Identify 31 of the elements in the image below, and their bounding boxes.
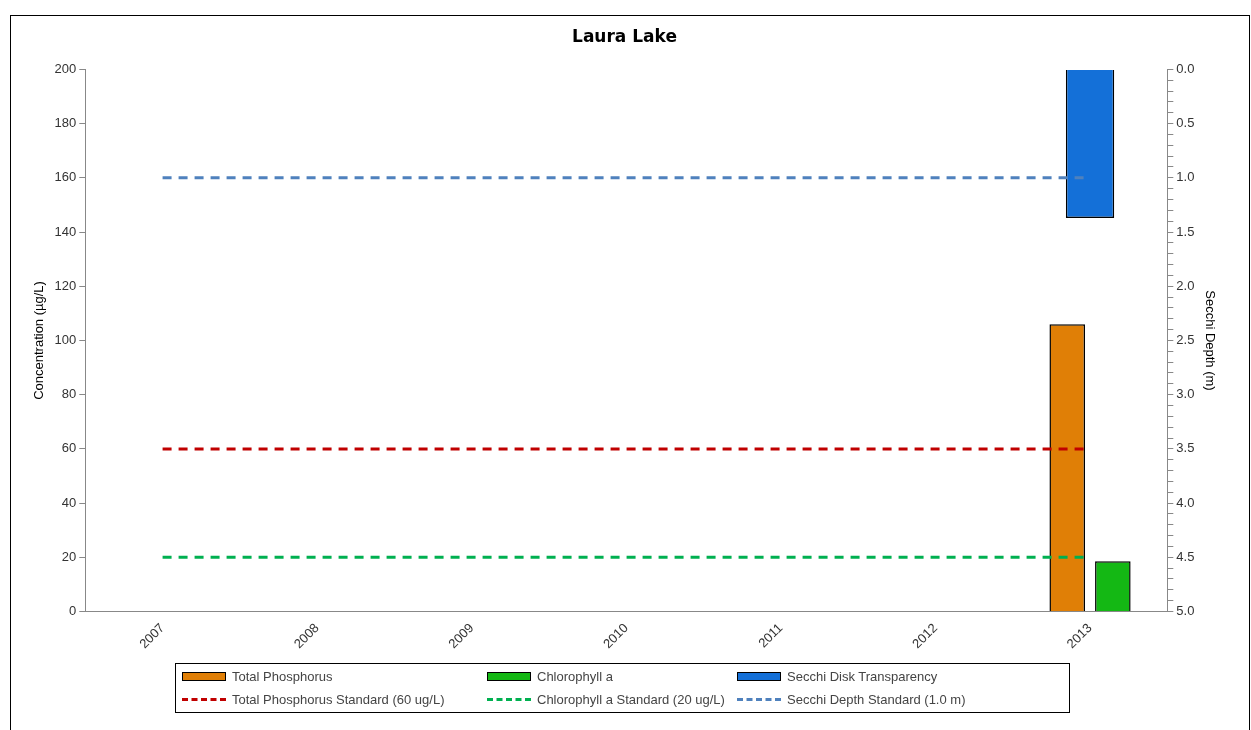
y-tick-label: 20 [61,548,77,564]
y2-tick-label: 1.5 [1176,223,1195,239]
legend-label: Chlorophyll a Standard (20 ug/L) [537,692,725,707]
y2-tick-label: 5.0 [1176,603,1195,619]
y-tick-label: 180 [54,115,77,131]
y2-axis-title: Secchi Depth (m) [1202,290,1218,391]
legend-label: Total Phosphorus Standard (60 ug/L) [232,692,445,707]
y2-tick-label: 2.5 [1176,332,1195,348]
legend-label: Secchi Depth Standard (1.0 m) [787,692,966,707]
legend-label: Total Phosphorus [232,669,333,684]
y-tick-label: 160 [54,169,77,185]
y2-tick-label: 2.0 [1176,277,1195,293]
y2-tick-label: 3.0 [1176,386,1195,402]
legend-label: Chlorophyll a [537,669,613,684]
y-tick-label: 140 [54,223,77,239]
y-tick-label: 80 [61,386,77,402]
y-tick-label: 200 [54,60,77,76]
y2-tick-label: 1.0 [1176,169,1195,185]
y-tick-label: 100 [54,332,77,348]
y-tick-label: 0 [69,603,77,619]
y-tick-label: 120 [54,277,77,293]
y-tick-label: 40 [61,494,77,510]
legend-label: Secchi Disk Transparency [787,669,938,684]
y-tick-label: 60 [61,440,77,456]
y2-tick-label: 0.0 [1176,60,1195,76]
y2-tick-label: 0.5 [1176,115,1195,131]
y2-tick-label: 3.5 [1176,440,1195,456]
y2-tick-label: 4.0 [1176,494,1195,510]
y2-tick-label: 4.5 [1176,548,1195,564]
chart-title: Laura Lake [572,25,677,46]
y-axis-title: Concentration (µg/L) [31,281,47,400]
